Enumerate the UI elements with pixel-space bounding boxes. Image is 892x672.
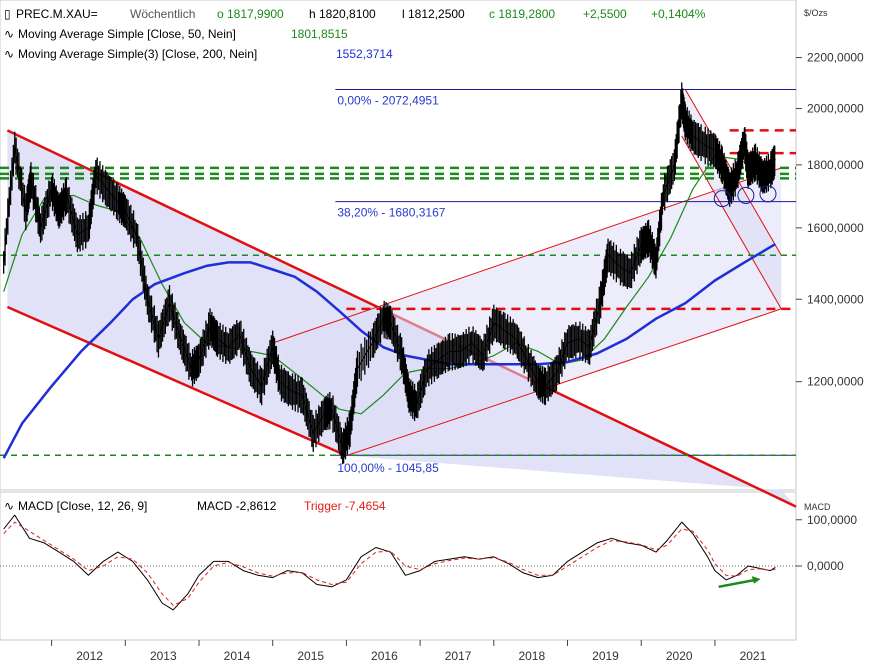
ma50-value: 1801,8515 bbox=[291, 27, 348, 41]
price-line bbox=[3, 100, 776, 449]
ma-icon: ∿ bbox=[4, 27, 14, 41]
fib-label: 0,00% - 2072,4951 bbox=[337, 93, 439, 107]
fib-label: 38,20% - 1680,3167 bbox=[337, 206, 445, 220]
price-unit: $/Ozs bbox=[804, 8, 828, 18]
high-value: h 1820,8100 bbox=[309, 7, 376, 21]
macd-panel bbox=[0, 491, 797, 641]
ma200-value: 1552,3714 bbox=[336, 47, 393, 61]
open-value: o 1817,9900 bbox=[217, 7, 284, 21]
low-value: l 1812,2500 bbox=[402, 7, 465, 21]
channel-line bbox=[272, 167, 782, 344]
macd-y-tick-label: 100,0000 bbox=[807, 513, 857, 527]
channel-line bbox=[6, 305, 347, 457]
instrument-label: PREC.M.XAU= bbox=[16, 7, 98, 21]
y-tick-label: 1200,0000 bbox=[807, 375, 864, 389]
y-tick-label: 2200,0000 bbox=[807, 51, 864, 65]
x-tick-label: 2013 bbox=[150, 649, 177, 663]
ma200-label: Moving Average Simple(3) [Close, 200, Ne… bbox=[18, 47, 257, 61]
macd-line bbox=[3, 514, 776, 611]
arrow-icon bbox=[718, 578, 756, 589]
axis-layer: 2200,0000 2000,0000 1800,0000 1600,0000 1400… bbox=[51, 51, 864, 663]
ma-icon: ∿ bbox=[4, 499, 14, 513]
pattern-circle bbox=[759, 185, 777, 203]
ma50-label: Moving Average Simple [Close, 50, Nein] bbox=[18, 27, 236, 41]
x-tick-label: 2012 bbox=[76, 649, 103, 663]
candle-icon: ▯ bbox=[4, 7, 11, 21]
trigger-value: Trigger -7,4654 bbox=[304, 499, 386, 513]
close-value: c 1819,2800 bbox=[489, 7, 555, 21]
channel-line bbox=[681, 135, 782, 310]
channel-line bbox=[346, 308, 782, 457]
y-tick-label: 1600,0000 bbox=[807, 221, 864, 235]
macd-label: MACD [Close, 12, 26, 9] bbox=[18, 499, 147, 513]
arrow-head-icon bbox=[751, 576, 761, 584]
ma200-line bbox=[2, 243, 777, 459]
macd-layer bbox=[0, 514, 796, 611]
x-tick-label: 2021 bbox=[740, 649, 767, 663]
x-tick-label: 2016 bbox=[371, 649, 398, 663]
pattern-circle bbox=[713, 190, 731, 208]
x-tick-label: 2014 bbox=[224, 649, 251, 663]
change-pct-value: +0,1404% bbox=[651, 7, 706, 21]
ma-icon: ∿ bbox=[4, 47, 14, 61]
macd-unit: MACD bbox=[804, 502, 831, 512]
period-label: Wöchentlich bbox=[130, 7, 195, 21]
macd-value: MACD -2,8612 bbox=[197, 499, 277, 513]
y-tick-label: 1400,0000 bbox=[807, 292, 864, 306]
y-tick-label: 2000,0000 bbox=[807, 102, 864, 116]
x-tick-label: 2018 bbox=[518, 649, 545, 663]
macd-y-tick-label: 0,0000 bbox=[807, 559, 844, 573]
x-tick-label: 2020 bbox=[666, 649, 693, 663]
y-tick-label: 1800,0000 bbox=[807, 158, 864, 172]
x-tick-label: 2019 bbox=[592, 649, 619, 663]
pattern-circle bbox=[737, 186, 755, 204]
x-tick-label: 2017 bbox=[445, 649, 472, 663]
fib-label: 100,00% - 1045,85 bbox=[337, 461, 439, 475]
change-value: +2,5500 bbox=[583, 7, 627, 21]
price-legend: ▯ PREC.M.XAU= Wöchentlich o 1817,9900 h … bbox=[4, 7, 706, 513]
x-tick-label: 2015 bbox=[297, 649, 324, 663]
price-layer: 0,00% - 2072,4951 38,20% - 1680,3167 100,0… bbox=[0, 82, 797, 508]
